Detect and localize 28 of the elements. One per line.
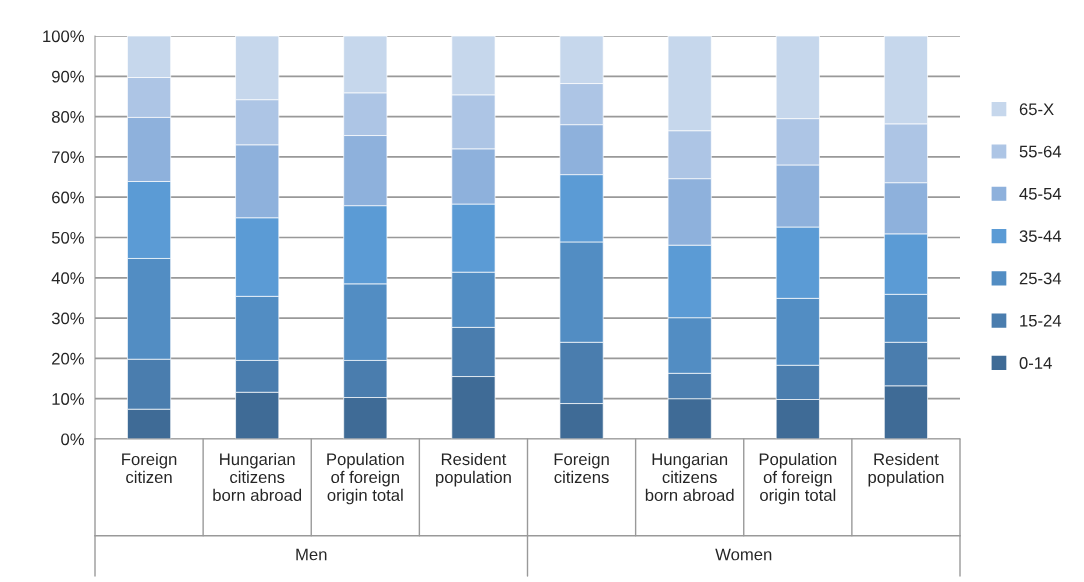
y-tick-label: 50% bbox=[51, 231, 84, 244]
y-tick-label: 80% bbox=[51, 111, 84, 123]
x-tick-label: Hungarian citizens born abroad bbox=[213, 452, 302, 502]
legend-label: 45-54 bbox=[1019, 188, 1062, 200]
legend-label: 0-14 bbox=[1019, 357, 1052, 369]
y-tick-label: 0% bbox=[61, 433, 84, 446]
x-tick-label: Foreign citizens bbox=[554, 452, 609, 484]
y-tick-label: 70% bbox=[52, 151, 84, 164]
y-tick-label: 10% bbox=[52, 393, 84, 405]
y-tick-label: 20% bbox=[52, 352, 84, 365]
text: Men bbox=[296, 548, 327, 561]
x-tick-label: Hungarian citizens born abroad bbox=[645, 452, 734, 502]
x-tick-label: Resident population bbox=[868, 452, 944, 487]
legend-label: 65-X bbox=[1019, 103, 1054, 116]
x-tick-label: Resident population bbox=[436, 452, 511, 487]
y-tick-label: 30% bbox=[51, 312, 84, 325]
y-tick-label: 90% bbox=[52, 70, 84, 83]
text: Women bbox=[715, 548, 772, 561]
legend-label: 25-34 bbox=[1019, 272, 1062, 285]
x-tick-label: Foreign citizen bbox=[122, 452, 177, 484]
legend-label: 35-44 bbox=[1019, 230, 1062, 243]
legend-label: 55-64 bbox=[1019, 145, 1062, 158]
y-tick-label: 40% bbox=[51, 272, 84, 284]
y-tick-label: 60% bbox=[52, 191, 84, 204]
legend-label: 15-24 bbox=[1020, 314, 1062, 327]
y-tick-label: 100% bbox=[43, 30, 84, 43]
x-tick-label: Population of foreign origin total bbox=[759, 452, 837, 505]
x-tick-label: Population of foreign origin total bbox=[327, 452, 404, 505]
